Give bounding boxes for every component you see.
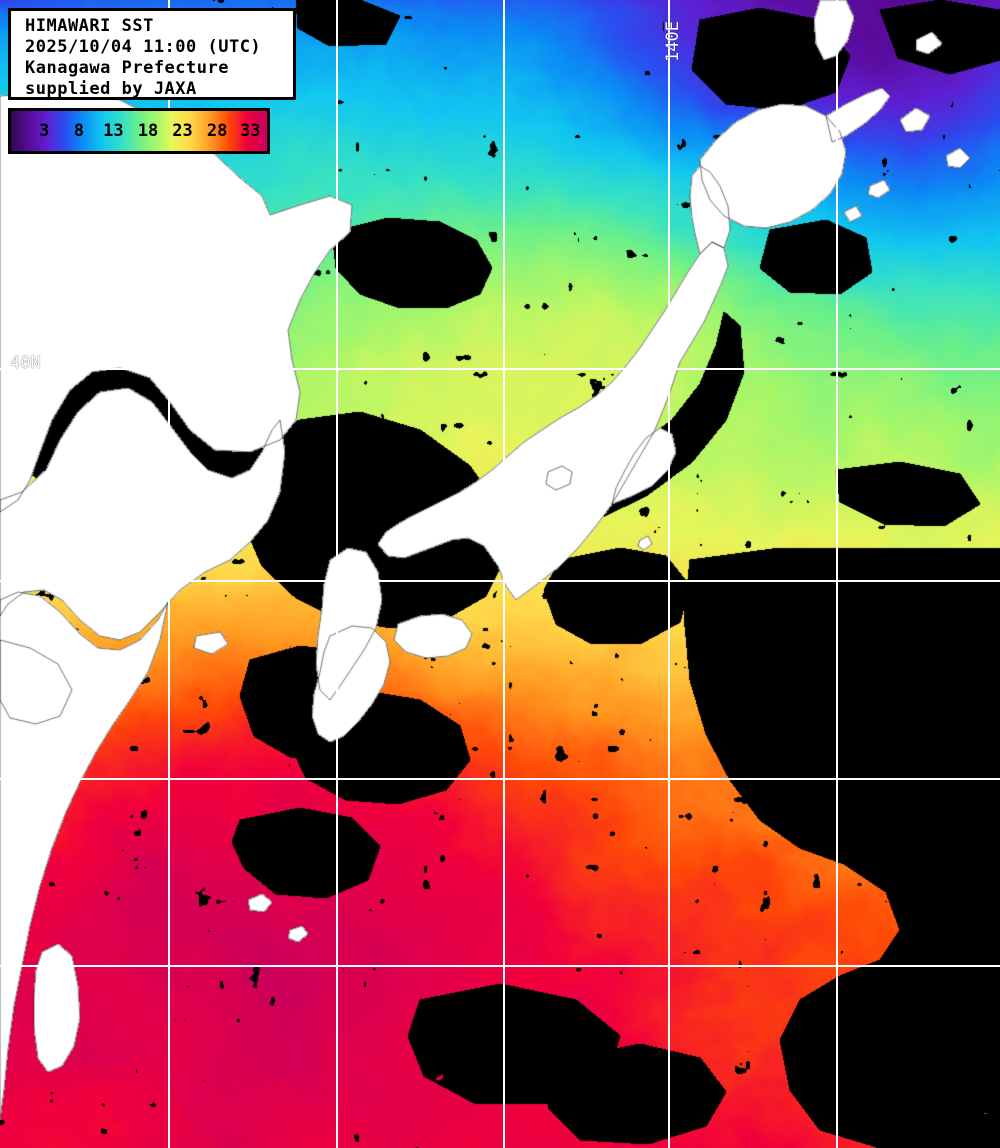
colorbar-tick-33: 33 [240, 120, 261, 141]
colorbar-tick-28: 28 [206, 120, 228, 141]
colorbar-tick-8: 8 [73, 120, 84, 141]
colorbar-gradient [11, 111, 267, 151]
legend-line-product: HIMAWARI SST [25, 16, 154, 36]
colorbar-tick-23: 23 [172, 120, 193, 141]
legend-line-source: supplied by JAXA [25, 79, 197, 99]
sst-colorbar: 3 8 13 18 23 28 33 [8, 108, 270, 154]
colorbar-tick-13: 13 [103, 120, 124, 141]
legend-line-timestamp: 2025/10/04 11:00 (UTC) [25, 37, 262, 57]
legend-line-region: Kanagawa Prefecture [25, 58, 229, 78]
colorbar-tick-3: 3 [39, 120, 50, 141]
legend-title-box: HIMAWARI SST 2025/10/04 11:00 (UTC) Kana… [8, 8, 296, 100]
colorbar-tick-18: 18 [137, 120, 159, 141]
colorbar-tick-labels: 3 8 13 18 23 28 33 [11, 111, 267, 151]
